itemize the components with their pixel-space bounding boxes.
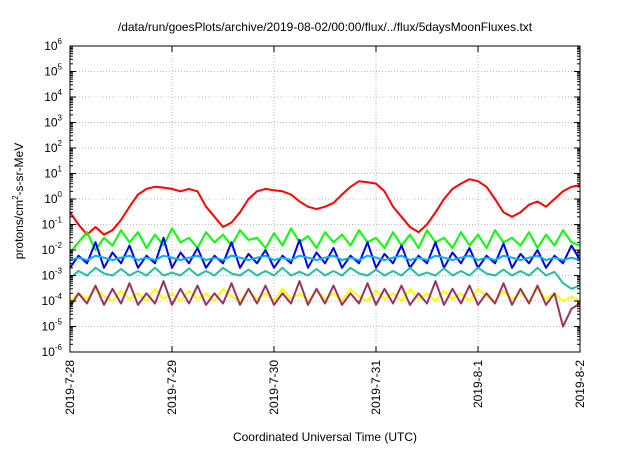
- y-tick-label: 10-5: [42, 318, 63, 334]
- series-line-2: [69, 227, 581, 254]
- y-tick-label: 104: [44, 88, 62, 104]
- series-line-1: [69, 178, 581, 236]
- x-tick-label: 2019-8-1: [471, 360, 485, 408]
- series-layer: [69, 178, 581, 328]
- series-line-3: [69, 236, 581, 269]
- x-tick-label: 2019-7-29: [165, 360, 179, 415]
- y-tick-label: 10-2: [42, 241, 63, 257]
- series-line-4: [69, 254, 581, 262]
- y-tick-label: 101: [44, 165, 62, 181]
- y-tick-label: 103: [44, 114, 62, 130]
- series-line-7: [69, 280, 581, 328]
- y-tick-label: 106: [44, 37, 62, 53]
- series-line-5: [69, 266, 581, 290]
- x-tick-label: 2019-8-2: [573, 360, 587, 408]
- y-tick-label: 10-3: [42, 267, 63, 283]
- x-tick-label: 2019-7-28: [63, 360, 77, 415]
- y-axis-label-exp: 2: [11, 195, 20, 200]
- y-tick-label: 10-1: [42, 216, 63, 232]
- grid: [70, 46, 580, 352]
- y-tick-label: 105: [44, 63, 62, 79]
- y-axis-label: protons/cm2-s-sr-MeV: [11, 143, 26, 259]
- y-axis: 10-6 10-5 10-4 10-3 10-2 10-1 100 101 102 103 104 1…: [42, 37, 580, 359]
- y-tick-label: 100: [44, 190, 62, 206]
- y-tick-label: 102: [44, 139, 62, 155]
- y-tick-label: 10-6: [42, 343, 63, 359]
- x-axis-label: Coordinated Universal Time (UTC): [233, 430, 417, 444]
- x-tick-label: 2019-7-30: [267, 360, 281, 415]
- x-axis: 2019-7-28 2019-7-29 2019-7-30 2019-7-31 2019…: [63, 46, 587, 415]
- chart-title: /data/run/goesPlots/archive/2019-08-02/0…: [118, 20, 533, 34]
- x-tick-label: 2019-7-31: [369, 360, 383, 415]
- y-tick-label: 10-4: [42, 292, 63, 308]
